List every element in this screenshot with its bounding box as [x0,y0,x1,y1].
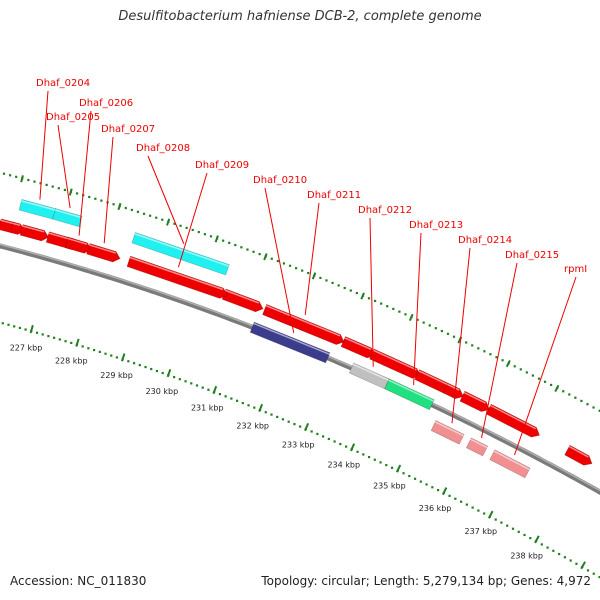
gene-label-dhaf_0211: Dhaf_0211 [307,190,361,201]
gene-label-dhaf_0214: Dhaf_0214 [458,235,512,246]
gene-label-dhaf_0207: Dhaf_0207 [101,124,155,135]
gene-feature-dhaf_0212[interactable] [348,362,390,390]
gene-feature-dhaf_0213[interactable] [384,378,435,411]
label-leader-line [147,155,185,244]
gene-feature[interactable] [221,288,264,313]
gene-highlight [134,233,230,267]
gene-feature-dhaf_0211[interactable] [262,303,345,345]
kbp-label: 227 kbp [10,343,43,352]
map-title: Desulfitobacterium hafniense DCB-2, comp… [118,9,482,24]
gene-label-dhaf_0212: Dhaf_0212 [358,205,412,216]
gene-highlight [373,349,417,371]
gene-label-dhaf_0209: Dhaf_0209 [195,160,249,171]
gene-feature[interactable] [459,390,490,412]
gene-feature-dhaf_0214[interactable] [430,420,465,445]
gene-highlight [89,244,116,254]
gene-label-dhaf_0206: Dhaf_0206 [79,98,133,109]
gene-highlight [434,421,464,437]
gene-label-dhaf_0208: Dhaf_0208 [136,143,190,154]
label-leader-line [413,232,422,386]
kbp-label: 238 kbp [510,552,543,561]
gene-highlight [490,404,537,430]
outer-tick-ring [2,172,600,412]
gene-highlight [55,209,82,219]
gene-highlight [568,445,589,458]
gene-feature[interactable] [19,224,50,242]
label-leader-line [264,187,295,333]
kbp-label: 233 kbp [282,440,315,449]
inner-tick-ring [1,322,600,579]
gene-feature-dhaf_0210[interactable] [249,321,331,364]
gene-highlight [418,370,448,386]
gene-feature-dhaf_0208[interactable] [131,232,230,276]
gene-highlight [67,237,88,245]
gene-highlight [22,225,45,233]
gene-highlight [265,305,341,337]
kbp-label: 236 kbp [419,504,452,513]
kbp-labels: 227 kbp 228 kbp 229 kbp 230 kbp 231 kbp 232 k… [10,343,543,560]
gene-highlight [447,383,460,391]
gene-label-rpmi: rpmI [564,264,587,275]
label-leader-line [39,90,49,200]
gene-feature-dhaf_0209[interactable] [126,255,228,299]
label-leader-line [451,247,471,424]
label-leader-line [177,172,208,268]
label-leader-line [78,110,92,236]
gene-highlight [21,200,56,211]
gene-highlight [352,363,389,381]
gene-highlight [344,337,372,350]
gene-label-dhaf_0210: Dhaf_0210 [253,175,307,186]
kbp-label: 237 kbp [465,527,498,536]
gene-feature[interactable] [340,336,376,359]
gene-highlight [470,438,488,449]
gene-highlight [0,219,14,225]
gene-highlight [225,289,260,304]
gene-highlight [12,222,21,227]
gene-feature[interactable] [564,444,593,466]
label-leader-line [103,136,114,244]
gene-feature-dhaf_0205[interactable] [52,208,83,228]
label-leader-line [57,124,71,209]
gene-feature-dhaf_0215[interactable] [465,437,489,457]
gene-feature-dhaf_0207[interactable] [86,243,121,263]
gene-labels: Dhaf_0204 Dhaf_0205 Dhaf_0206 Dhaf_0207 Dhaf… [36,78,587,456]
kbp-label: 229 kbp [100,371,133,380]
label-leader-line [514,276,577,456]
kbp-label: 230 kbp [146,387,179,396]
kbp-label: 232 kbp [236,421,269,430]
gene-feature[interactable] [442,382,464,400]
kbp-label: 235 kbp [373,481,406,490]
kbp-label: 228 kbp [55,357,88,366]
gene-feature-dhaf_0204[interactable] [18,199,56,220]
gene-highlight [388,379,434,402]
genome-summary-text: Topology: circular; Length: 5,279,134 bp… [261,574,591,588]
accession-text: Accession: NC_011830 [10,574,147,588]
gene-highlight [129,256,224,291]
label-leader-line [480,262,518,439]
kbp-label: 231 kbp [191,404,224,413]
gene-highlight [253,322,330,355]
gene-label-dhaf_0204: Dhaf_0204 [36,78,90,89]
gene-label-dhaf_0215: Dhaf_0215 [505,250,559,261]
label-leader-line [304,202,320,315]
gene-features[interactable] [0,199,593,479]
gene-feature-rpmi[interactable] [489,449,531,479]
gene-highlight [463,391,486,404]
gene-feature[interactable] [485,403,541,438]
gene-highlight [493,450,530,471]
label-leader-line [369,217,374,367]
gene-label-dhaf_0205: Dhaf_0205 [46,112,100,123]
kbp-label: 234 kbp [327,460,360,469]
gene-label-dhaf_0213: Dhaf_0213 [409,220,463,231]
